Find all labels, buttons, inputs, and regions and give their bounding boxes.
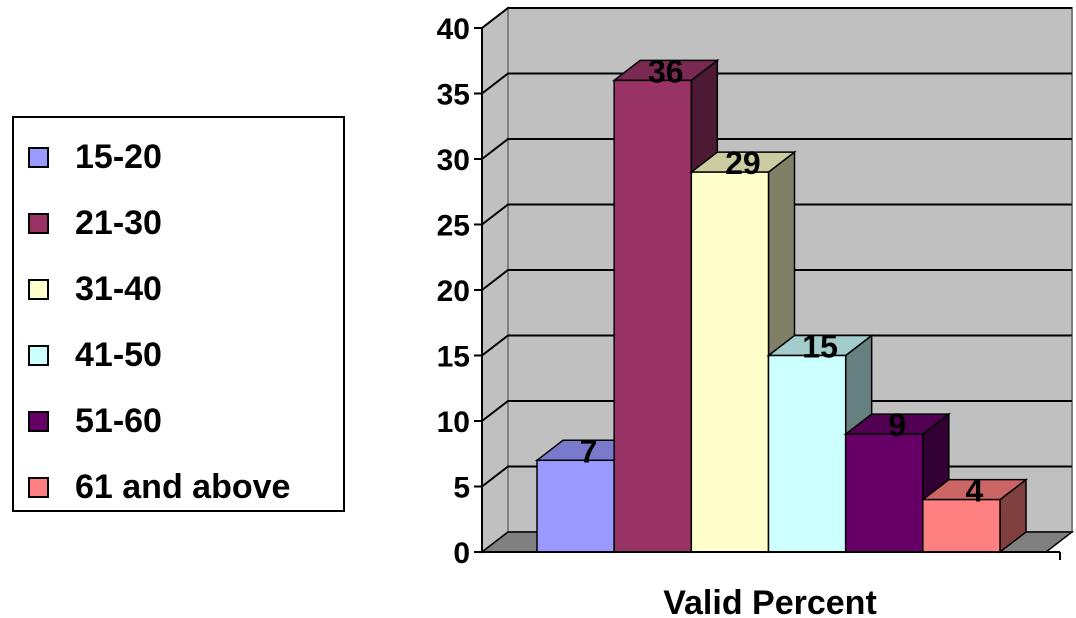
data-label: 7 [580,433,598,469]
data-label: 4 [966,473,984,509]
y-tick-label: 30 [437,144,470,177]
legend-swatch [28,476,49,498]
data-label: 15 [802,329,838,365]
bar-front [536,459,615,553]
data-label: 9 [888,407,906,443]
legend-item: 51-60 [28,401,162,441]
legend-item: 41-50 [28,335,162,375]
y-tick-label: 25 [437,210,470,243]
legend-swatch [28,146,49,168]
data-label: 29 [725,145,761,181]
bar-front [690,171,770,553]
gridline [481,72,1072,95]
legend-item: 61 and above [28,467,290,507]
bar-front [844,433,924,553]
legend-swatch [28,278,49,300]
y-axis-ticks: 0 5 10 15 20 25 30 35 40 [437,13,1061,570]
y-tick-label: 40 [437,13,470,46]
x-axis-title: Valid Percent [663,584,877,618]
bar-front [613,79,693,553]
bar-front [922,498,1001,553]
legend-label: 15-20 [75,137,162,176]
y-tick-label: 5 [453,472,470,505]
bar-front [767,354,847,553]
legend-swatch [28,212,49,234]
legend-label: 31-40 [75,269,162,308]
gridline [481,400,1072,422]
gridline [481,334,1072,357]
legend-label: 21-30 [75,203,162,242]
y-tick-label: 20 [437,275,470,308]
legend-label: 51-60 [75,401,162,440]
y-tick-label: 35 [437,79,470,112]
gridline [481,203,1072,226]
gridline [481,138,1072,160]
gridline [481,269,1072,291]
bar-61-and-above [920,478,1029,554]
y-tick-label: 0 [453,537,470,570]
legend-swatch [28,344,49,366]
bars [534,58,1029,554]
y-tick-label: 10 [437,406,470,439]
gridlines [481,7,1072,488]
gridline [481,7,1072,29]
y-tick-label: 15 [437,341,470,374]
data-label: 36 [648,53,684,89]
legend-label: 41-50 [75,335,162,374]
legend-item: 31-40 [28,269,162,309]
legend: 15-20 21-30 31-40 41-50 51-60 61 and above [12,116,345,512]
legend-label: 61 and above [75,467,291,506]
legend-item: 15-20 [28,137,162,177]
legend-swatch [28,410,49,432]
legend-item: 21-30 [28,203,162,243]
data-labels: 7 36 29 15 9 4 [580,53,984,508]
